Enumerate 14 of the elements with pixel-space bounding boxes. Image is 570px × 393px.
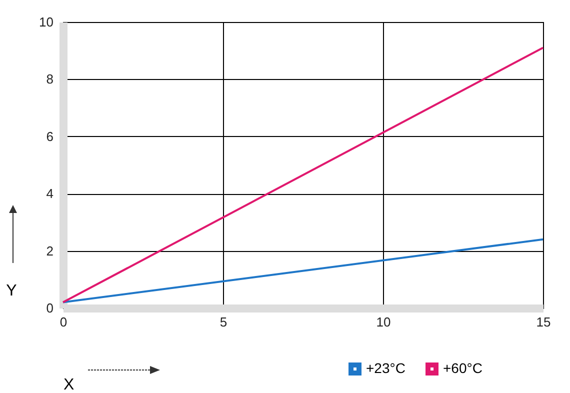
- legend-label: +23°C: [366, 360, 406, 376]
- y-axis-title: Y: [6, 282, 18, 300]
- x-tick-label: 5: [220, 314, 228, 330]
- x-axis-title: X: [64, 376, 74, 393]
- x-tick-label: 0: [60, 314, 68, 330]
- x-tick-label: 10: [376, 314, 391, 330]
- y-tick-label: 10: [39, 14, 54, 30]
- y-tick-label: 8: [46, 72, 54, 87]
- y-tick-label: 0: [46, 300, 54, 316]
- y-tick-label: 6: [46, 128, 54, 144]
- y-tick-label: 2: [46, 243, 54, 258]
- x-tick-label: 15: [536, 314, 551, 330]
- y-tick-label: 4: [46, 186, 54, 202]
- legend-label: +60°C: [443, 360, 482, 376]
